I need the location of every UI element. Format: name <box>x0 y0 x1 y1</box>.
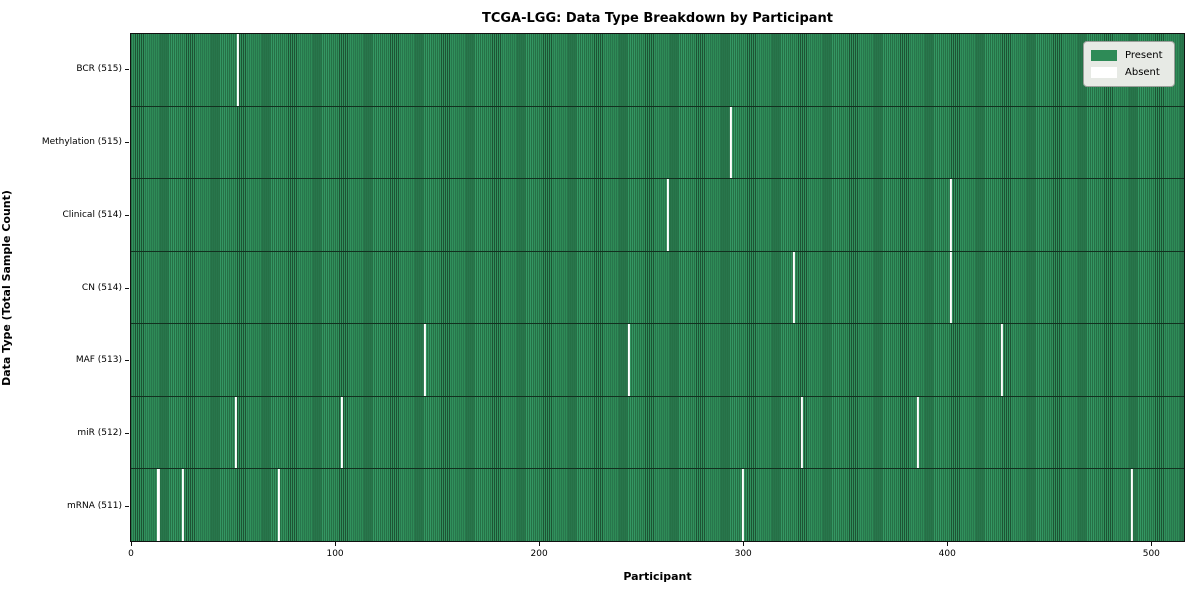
y-tick-mark <box>125 214 129 216</box>
heatmap-row <box>131 106 1184 180</box>
x-tick-label: 500 <box>1142 549 1160 559</box>
heatmap-row <box>131 179 1184 252</box>
y-tick-label: MAF (513) <box>75 355 122 366</box>
absent-gap <box>949 179 952 251</box>
y-axis-title: Data Type (Total Sample Count) <box>0 190 13 386</box>
absent-gap <box>801 396 804 469</box>
absent-gap <box>741 469 745 542</box>
absent-gap <box>1000 324 1003 396</box>
absent-gap <box>234 396 237 469</box>
x-tick-mark <box>131 542 133 546</box>
absent-gap <box>792 251 796 324</box>
y-tick-label: mRNA (511) <box>67 500 122 511</box>
x-tick-mark <box>335 542 337 546</box>
chart-title: TCGA-LGG: Data Type Breakdown by Partici… <box>481 11 834 26</box>
absent-swatch-icon <box>1091 67 1117 78</box>
x-tick-mark <box>1151 542 1153 546</box>
y-tick-label: CN (514) <box>81 282 122 293</box>
legend-label: Absent <box>1125 67 1160 78</box>
absent-gap <box>666 179 669 251</box>
y-tick-mark <box>125 505 129 507</box>
x-tick-mark <box>539 542 541 546</box>
absent-gap <box>236 34 240 106</box>
plot-area <box>130 33 1185 542</box>
y-tick-label: Methylation (515) <box>41 137 122 148</box>
x-tick-label: 0 <box>128 549 134 559</box>
heatmap-row <box>131 396 1184 470</box>
absent-gap <box>729 106 732 179</box>
absent-gap <box>627 324 631 396</box>
absent-gap <box>181 469 185 542</box>
y-tick-label: miR (512) <box>77 427 122 438</box>
y-tick-mark <box>125 360 129 362</box>
heatmap-row <box>131 324 1184 397</box>
x-tick-label: 300 <box>734 549 752 559</box>
y-tick-mark <box>125 287 129 289</box>
x-tick-label: 400 <box>938 549 956 559</box>
y-tick-mark <box>125 142 129 144</box>
legend-label: Present <box>1125 50 1163 61</box>
x-tick-label: 100 <box>326 549 344 559</box>
absent-gap <box>1130 469 1134 542</box>
absent-gap <box>917 396 920 469</box>
absent-gap <box>949 251 952 324</box>
legend-entry-absent: Absent <box>1091 64 1166 81</box>
y-tick-label: Clinical (514) <box>62 209 122 220</box>
heatmap-row <box>131 469 1184 542</box>
y-tick-mark <box>125 432 129 434</box>
absent-gap <box>340 396 343 469</box>
x-tick-mark <box>947 542 949 546</box>
heatmap-rows <box>131 34 1184 542</box>
absent-gap <box>424 324 427 396</box>
y-tick-mark <box>125 69 129 71</box>
present-swatch-icon <box>1091 50 1117 61</box>
y-tick-label: BCR (515) <box>76 64 122 75</box>
x-axis-title: Participant <box>623 570 692 583</box>
absent-gap <box>277 469 280 542</box>
heatmap-row <box>131 34 1184 107</box>
absent-gap <box>157 469 160 542</box>
x-tick-label: 200 <box>530 549 548 559</box>
x-tick-mark <box>743 542 745 546</box>
legend: Present Absent <box>1083 41 1175 87</box>
heatmap-row <box>131 251 1184 325</box>
legend-entry-present: Present <box>1091 47 1166 64</box>
